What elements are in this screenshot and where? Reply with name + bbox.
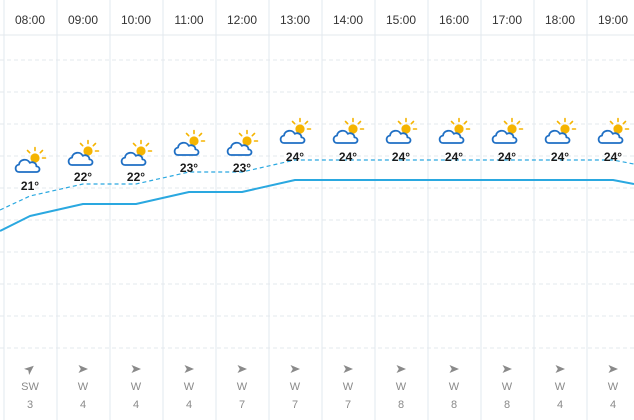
wind-speed-label: 4 (556, 399, 564, 411)
sun-cloud-icon (331, 117, 365, 152)
wind-direction-label: W (77, 381, 89, 393)
hour-label: 10:00 (120, 13, 152, 27)
sun-cloud-icon (119, 139, 153, 174)
temperature-label: 23° (179, 161, 199, 175)
wind-speed-label: 4 (185, 399, 193, 411)
wind-direction-arrow-icon (236, 362, 248, 380)
sun-cloud-icon (278, 117, 312, 152)
wind-direction-arrow-icon (183, 362, 195, 380)
temperature-label: 24° (285, 150, 305, 164)
temperature-label: 21° (20, 179, 40, 193)
hour-label: 16:00 (438, 13, 470, 27)
hour-label: 19:00 (597, 13, 629, 27)
wind-speed-label: 8 (450, 399, 458, 411)
hour-label: 14:00 (332, 13, 364, 27)
sun-cloud-icon (543, 117, 577, 152)
wind-direction-label: W (183, 381, 195, 393)
hour-label: 15:00 (385, 13, 417, 27)
temperature-label: 24° (603, 150, 623, 164)
wind-speed-label: 4 (132, 399, 140, 411)
temperature-label: 23° (232, 161, 252, 175)
temperature-label: 24° (391, 150, 411, 164)
sun-cloud-icon (66, 139, 100, 174)
wind-direction-arrow-icon (448, 362, 460, 380)
sun-cloud-icon (225, 129, 259, 164)
wind-direction-arrow-icon (130, 362, 142, 380)
hour-label: 17:00 (491, 13, 523, 27)
wind-direction-arrow-icon (77, 362, 89, 380)
wind-direction-label: W (395, 381, 407, 393)
wind-speed-label: 7 (238, 399, 246, 411)
wind-speed-label: 3 (26, 399, 34, 411)
hour-label: 18:00 (544, 13, 576, 27)
temperature-line (0, 179, 634, 232)
wind-direction-arrow-icon (342, 362, 354, 380)
sun-cloud-icon (172, 129, 206, 164)
wind-direction-label: W (342, 381, 354, 393)
sun-cloud-icon (596, 117, 630, 152)
wind-speed-label: 4 (609, 399, 617, 411)
wind-speed-label: 8 (503, 399, 511, 411)
wind-direction-arrow-icon (607, 362, 619, 380)
wind-direction-label: W (236, 381, 248, 393)
wind-speed-label: 7 (291, 399, 299, 411)
sun-cloud-icon (437, 117, 471, 152)
wind-direction-label: W (554, 381, 566, 393)
hour-label: 11:00 (174, 13, 204, 27)
wind-direction-arrow-icon (395, 362, 407, 380)
wind-direction-label: W (448, 381, 460, 393)
hour-label: 09:00 (67, 13, 99, 27)
wind-direction-label: SW (21, 381, 39, 393)
temperature-label: 24° (338, 150, 358, 164)
wind-speed-label: 4 (79, 399, 87, 411)
hour-label: 13:00 (279, 13, 311, 27)
temperature-label: 24° (497, 150, 517, 164)
wind-direction-arrow-icon (501, 362, 513, 380)
wind-speed-label: 7 (344, 399, 352, 411)
hour-label: 08:00 (14, 13, 46, 27)
wind-direction-label: W (130, 381, 142, 393)
wind-direction-label: W (607, 381, 619, 393)
wind-direction-label: W (501, 381, 513, 393)
wind-direction-label: W (289, 381, 301, 393)
temperature-label: 22° (73, 170, 93, 184)
temperature-label: 24° (550, 150, 570, 164)
wind-direction-arrow-icon (289, 362, 301, 380)
temperature-label: 22° (126, 170, 146, 184)
sun-cloud-icon (490, 117, 524, 152)
wind-speed-label: 8 (397, 399, 405, 411)
wind-direction-arrow-icon (554, 362, 566, 380)
temperature-label: 24° (444, 150, 464, 164)
sun-cloud-icon (13, 146, 47, 181)
wind-direction-arrow-icon (23, 362, 36, 380)
sun-cloud-icon (384, 117, 418, 152)
hour-label: 12:00 (226, 13, 258, 27)
